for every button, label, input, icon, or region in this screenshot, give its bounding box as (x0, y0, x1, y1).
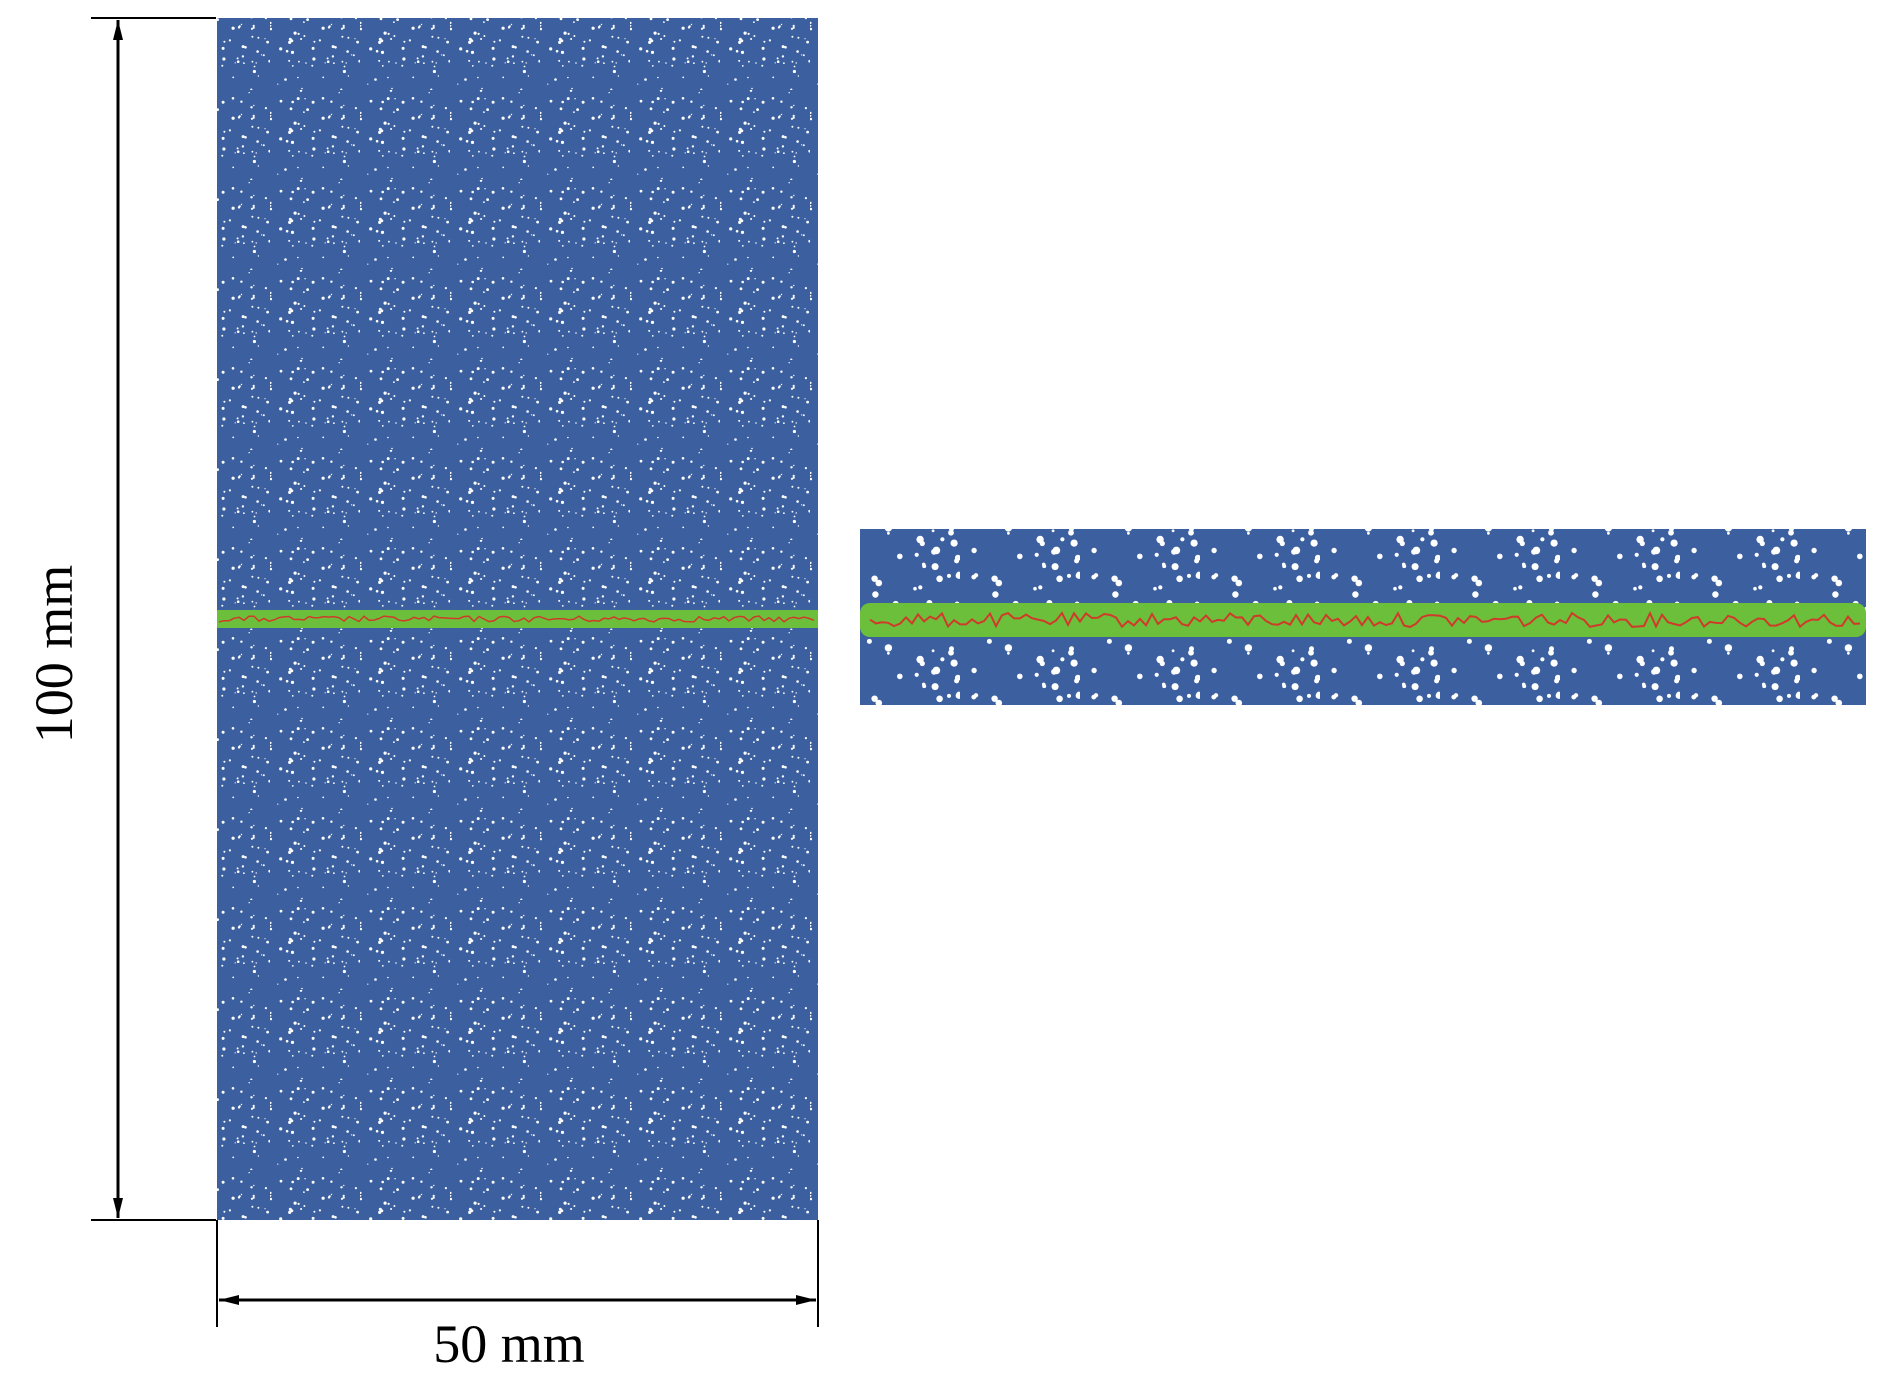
zoom-crack (869, 610, 1861, 629)
width-label: 50 mm (433, 1314, 585, 1373)
crack (218, 615, 815, 623)
joint-band (217, 610, 818, 628)
height-label: 100 mm (24, 565, 84, 744)
zoom-joint-band (860, 603, 1866, 637)
